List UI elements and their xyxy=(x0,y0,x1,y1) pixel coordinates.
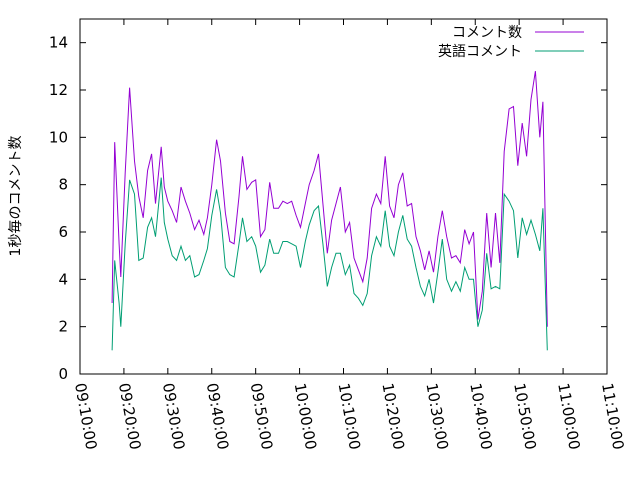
x-tick-label: 09:20:00 xyxy=(115,382,144,451)
y-tick-label: 6 xyxy=(58,223,68,241)
x-tick-label: 10:30:00 xyxy=(422,382,451,451)
x-tick-label: 11:00:00 xyxy=(554,382,583,451)
x-tick-label: 09:30:00 xyxy=(159,382,188,451)
y-tick-label: 2 xyxy=(58,318,68,336)
y-axis: 0 2 4 6 8 10 12 14 xyxy=(49,34,607,383)
series-line-1 xyxy=(111,71,548,327)
x-tick-label: 09:10:00 xyxy=(71,382,100,451)
x-tick-label: 10:20:00 xyxy=(378,382,407,451)
y-tick-label: 0 xyxy=(58,365,68,383)
x-tick-label: 11:10:00 xyxy=(598,382,627,451)
y-tick-label: 12 xyxy=(49,81,68,99)
y-tick-label: 10 xyxy=(49,128,68,146)
x-tick-label: 10:00:00 xyxy=(291,382,320,451)
y-tick-label: 8 xyxy=(58,176,68,194)
x-tick-label: 10:40:00 xyxy=(466,382,495,451)
series-line-2 xyxy=(111,177,548,351)
legend-label-1: コメント数 xyxy=(452,25,522,41)
x-tick-label: 10:10:00 xyxy=(335,382,364,451)
series-layer xyxy=(111,71,548,351)
x-tick-label: 09:40:00 xyxy=(203,382,232,451)
y-axis-label: 1秒毎のコメント数 xyxy=(8,136,24,257)
y-tick-label: 14 xyxy=(49,34,68,52)
y-tick-label: 4 xyxy=(58,270,68,288)
x-tick-label: 10:50:00 xyxy=(510,382,539,451)
legend-label-2: 英語コメント xyxy=(438,43,522,60)
x-tick-label: 09:50:00 xyxy=(247,382,276,451)
